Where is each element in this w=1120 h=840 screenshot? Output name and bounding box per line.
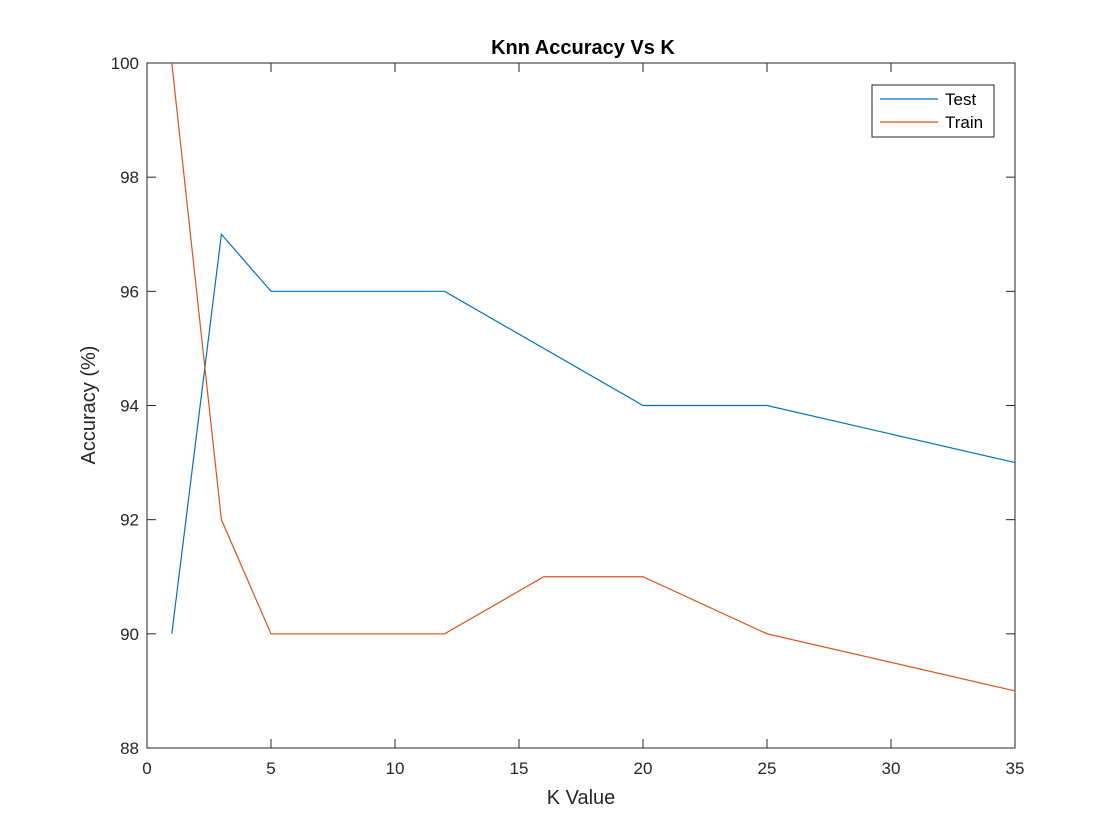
plot-area (146, 62, 1016, 749)
series-layer (171, 62, 1016, 692)
x-tick-label: 0 (142, 759, 151, 778)
x-axis-label: K Value (547, 787, 616, 809)
legend-label-test: Test (945, 90, 976, 109)
x-tick-label: 15 (510, 759, 529, 778)
x-tick-label: 10 (386, 759, 405, 778)
axes-box (146, 62, 1016, 749)
y-tick-label: 98 (120, 168, 139, 187)
x-axis: 0 5 10 15 20 25 30 35 (142, 63, 1024, 778)
x-tick-label: 5 (266, 759, 275, 778)
legend-box (871, 84, 995, 138)
series-line-train (171, 62, 1016, 692)
x-tick-label: 25 (758, 759, 777, 778)
y-axis: 88 90 92 94 96 98 100 (111, 54, 1015, 758)
x-tick-label: 20 (634, 759, 653, 778)
y-tick-label: 88 (120, 739, 139, 758)
x-tick-label: 35 (1006, 759, 1025, 778)
chart-title: Knn Accuracy Vs K (491, 37, 675, 59)
legend: Test Train (871, 84, 995, 138)
x-tick-label: 30 (882, 759, 901, 778)
y-tick-label: 90 (120, 625, 139, 644)
y-tick-label: 100 (111, 54, 139, 73)
y-tick-label: 94 (120, 397, 139, 416)
y-tick-label: 96 (120, 282, 139, 301)
legend-label-train: Train (945, 113, 983, 132)
series-line-test (171, 232, 1016, 634)
y-tick-label: 92 (120, 511, 139, 530)
y-axis-label: Accuracy (%) (78, 346, 100, 465)
